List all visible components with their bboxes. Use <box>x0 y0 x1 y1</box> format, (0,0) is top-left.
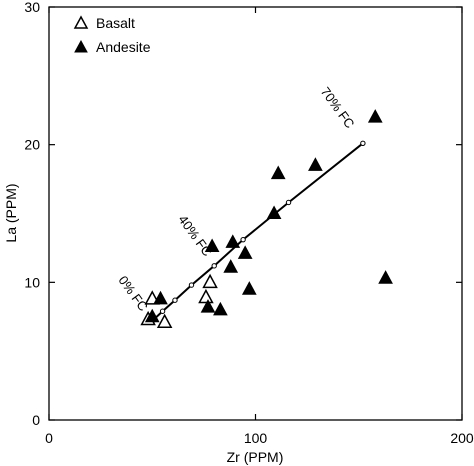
y-axis-label: La (PPM) <box>3 183 19 242</box>
x-tick-label-100: 100 <box>244 430 268 446</box>
y-tick-label-20: 20 <box>24 137 40 153</box>
model-curve-label-0: 0% FC <box>115 273 150 314</box>
andesite-point-13 <box>378 270 393 284</box>
model-curve-node-4 <box>211 263 217 269</box>
andesite-point-10 <box>270 165 286 180</box>
andesite-point-11 <box>308 157 323 171</box>
model-curve-label-2: 70% FC <box>318 84 358 131</box>
x-tick-label-0: 0 <box>45 430 53 446</box>
andesite-point-1 <box>153 290 168 305</box>
y-tick-label-30: 30 <box>24 0 40 15</box>
model-curve-node-3 <box>188 282 195 288</box>
basalt-point-3 <box>198 288 214 304</box>
legend-item-andesite: Andesite <box>74 39 151 55</box>
andesite-point-2 <box>200 299 216 313</box>
andesite-point-8 <box>241 281 257 295</box>
y-tick-label-10: 10 <box>24 274 40 290</box>
model-curve-node-6 <box>285 199 292 206</box>
andesite-point-12 <box>367 109 383 123</box>
legend: Basalt Andesite <box>73 15 151 55</box>
andesite-point-6 <box>225 234 241 248</box>
model-curve-node-5 <box>240 236 246 243</box>
basalt-point-2 <box>156 313 173 329</box>
andesite-point-5 <box>223 259 239 273</box>
legend-item-basalt: Basalt <box>73 15 135 31</box>
legend-label-andesite: Andesite <box>96 39 151 55</box>
axis-ticks: 0 100 200 0 10 20 30 <box>24 0 473 446</box>
x-axis-label: Zr (PPM) <box>227 449 284 465</box>
andesite-point-9 <box>266 205 282 219</box>
plot-frame <box>48 6 463 421</box>
model-curve-node-2 <box>172 297 178 303</box>
model-curve-node-1 <box>159 308 166 314</box>
andesite-point-4 <box>213 301 228 316</box>
andesite-point-3 <box>204 238 220 253</box>
model-curve-line <box>151 142 364 322</box>
x-tick-label-200: 200 <box>450 430 474 446</box>
andesite-point-7 <box>237 245 253 259</box>
legend-label-basalt: Basalt <box>96 15 135 31</box>
legend-marker-basalt <box>73 15 89 29</box>
model-curve-node-7 <box>360 140 366 146</box>
legend-marker-andesite <box>74 39 88 53</box>
basalt-point-4 <box>202 273 218 289</box>
y-tick-label-0: 0 <box>32 412 40 428</box>
andesite-point-0 <box>144 308 160 323</box>
data-points <box>140 109 393 329</box>
